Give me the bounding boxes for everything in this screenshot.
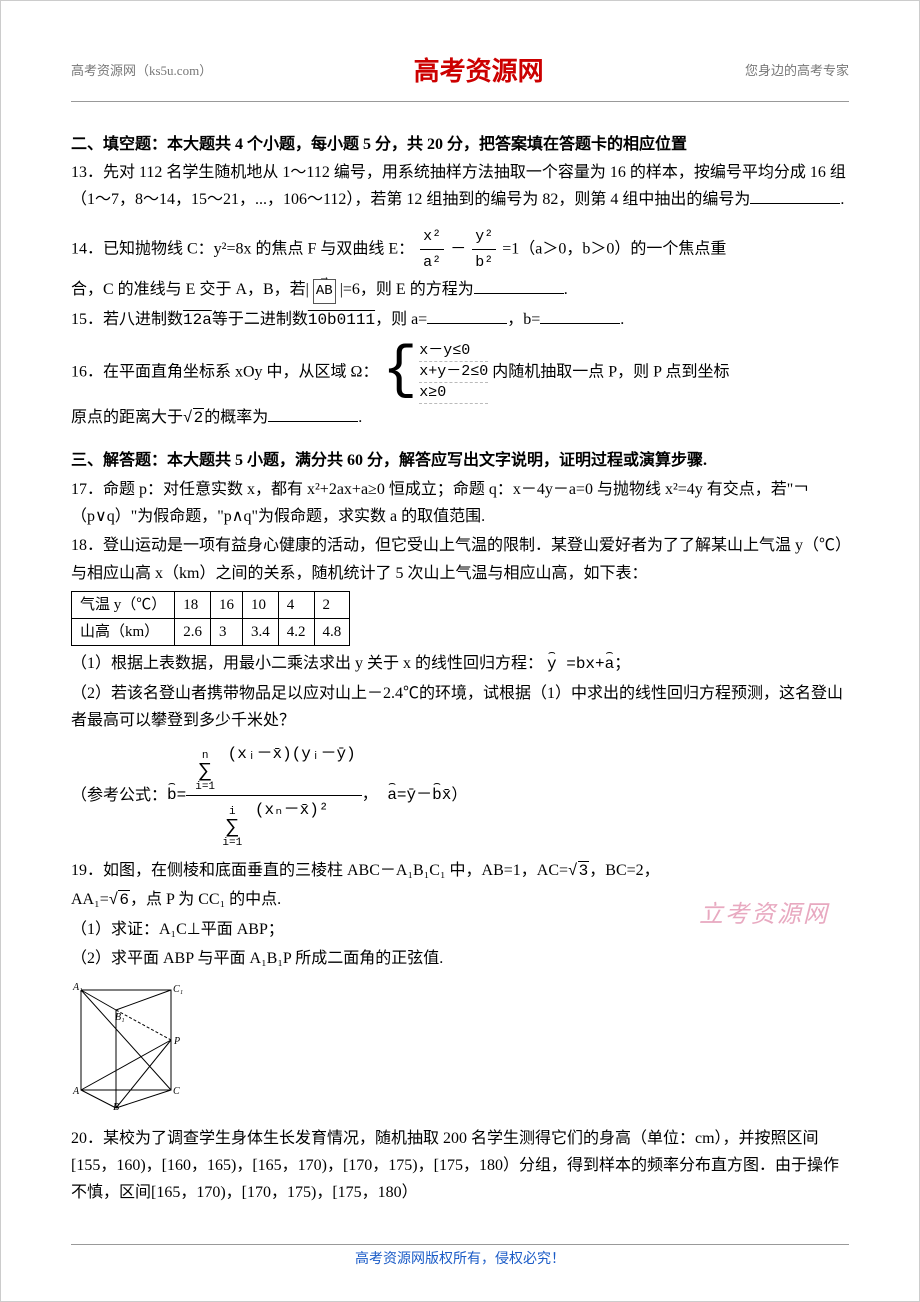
section2-title: 二、填空题：本大题共 4 个小题，每小题 5 分，共 20 分，把答案填在答题卡…	[71, 132, 849, 158]
q16-line3: x≥0	[419, 383, 488, 404]
q16-blank	[268, 405, 358, 423]
q15-a: 15．若八进制数	[71, 311, 183, 328]
q19-part2: （2）求平面 ABP 与平面 A₁B₁P 所成二面角的正弦值.	[71, 945, 849, 972]
q16-d: 的概率为	[204, 409, 268, 426]
q15-b: 等于二进制数	[212, 311, 308, 328]
sigma-icon: i∑i=1	[222, 807, 242, 849]
page-footer: 高考资源网版权所有，侵权必究！	[71, 1244, 849, 1271]
q15-blank-a	[427, 307, 507, 325]
q16-system: { x－y≤0 x+y－2≤0 x≥0	[382, 341, 488, 405]
section3-title: 三、解答题：本大题共 5 小题，满分共 60 分，解答应写出文字说明，证明过程或…	[71, 448, 849, 474]
svg-text:B₁: B₁	[115, 1012, 125, 1023]
q16-line1: x－y≤0	[419, 341, 488, 362]
question-15: 15．若八进制数12a等于二进制数10b0111，则 a=，b=.	[71, 306, 849, 334]
svg-text:A₁: A₁	[72, 982, 83, 993]
svg-text:C₁: C₁	[173, 984, 183, 995]
question-14: 14．已知抛物线 C：y²=8x 的焦点 F 与双曲线 E： x²a² － y²…	[71, 224, 849, 305]
sqrt6-icon: 6	[109, 887, 130, 914]
header-left: 高考资源网（ks5u.com）	[71, 61, 212, 82]
question-18-intro: 18．登山运动是一项有益身心健康的活动，但它受山上气温的限制．某登山爱好者为了了…	[71, 532, 849, 586]
prism-figure: A₁ C₁ B₁ P A C B	[71, 980, 191, 1110]
q16-a: 16．在平面直角坐标系 xOy 中，从区域 Ω：	[71, 363, 378, 380]
watermark: 立考资源网	[699, 896, 829, 934]
q16-c: 原点的距离大于	[71, 409, 183, 426]
q14-frac2: y²b²	[472, 224, 496, 276]
q15-bin: 10b0111	[308, 311, 375, 329]
q14-c: 合，C 的准线与 E 交于 A，B，若|	[71, 281, 309, 298]
yhat-icon: y	[547, 651, 557, 678]
bhat-icon: b	[167, 783, 177, 809]
page-container: 高考资源网（ks5u.com） 高考资源网 您身边的高考专家 二、填空题：本大题…	[0, 0, 920, 1302]
question-16: 16．在平面直角坐标系 xOy 中，从区域 Ω： { x－y≤0 x+y－2≤0…	[71, 341, 849, 433]
table-row: 气温 y（℃） 18 16 10 4 2	[72, 591, 350, 618]
q18-table: 气温 y（℃） 18 16 10 4 2 山高（km） 2.6 3 3.4 4.…	[71, 591, 350, 646]
q14-frac1: x²a²	[420, 224, 444, 276]
q14-d: |=6，则 E 的方程为	[340, 281, 474, 298]
svg-text:A: A	[72, 1086, 80, 1097]
q15-c: ，则 a=	[375, 311, 427, 328]
q18-part2: （2）若该名登山者携带物品足以应对山上－2.4℃的环境，试根据（1）中求出的线性…	[71, 680, 849, 734]
svg-text:C: C	[173, 1086, 180, 1097]
q14-blank	[474, 276, 564, 294]
vector-ab: AB	[313, 279, 336, 305]
q15-blank-b	[540, 307, 620, 325]
q15-d: ，b=	[507, 311, 540, 328]
q14-a: 14．已知抛物线 C：y²=8x 的焦点 F 与双曲线 E：	[71, 240, 414, 257]
ahat-icon: a	[605, 651, 615, 678]
question-13: 13．先对 112 名学生随机地从 1～112 编号，用系统抽样方法抽取一个容量…	[71, 159, 849, 213]
header-center-logo: 高考资源网	[414, 51, 544, 93]
question-20: 20．某校为了调查学生身体生长发育情况，随机抽取 200 名学生测得它们的身高（…	[71, 1125, 849, 1207]
page-header: 高考资源网（ks5u.com） 高考资源网 您身边的高考专家	[71, 51, 849, 102]
q13-blank	[750, 187, 840, 205]
q14-b: =1（a＞0，b＞0）的一个焦点重	[502, 240, 726, 257]
svg-text:P: P	[173, 1036, 180, 1047]
svg-text:B: B	[113, 1102, 119, 1110]
header-right: 您身边的高考专家	[745, 61, 849, 82]
q18-big-fraction: n∑i=1 (xᵢ－x̄)(yᵢ－ȳ) i∑i=1 (xₙ－x̄)²	[186, 740, 361, 851]
q18-part1: （1）根据上表数据，用最小二乘法求出 y 关于 x 的线性回归方程： y =bx…	[71, 650, 849, 678]
sqrt3-icon: 3	[568, 858, 589, 885]
q16-line2: x+y－2≤0	[419, 362, 488, 383]
q16-b: 内随机抽取一点 P，则 P 点到坐标	[492, 363, 729, 380]
q16-sqrt2: 2	[183, 405, 204, 432]
sigma-icon: n∑i=1	[195, 751, 215, 793]
q15-oct: 12a	[183, 311, 212, 329]
table-row: 山高（km） 2.6 3 3.4 4.2 4.8	[72, 618, 350, 645]
q18-formula: （参考公式： b = n∑i=1 (xᵢ－x̄)(yᵢ－ȳ) i∑i=1 (xₙ…	[71, 740, 849, 851]
bhat-icon: b	[432, 783, 442, 809]
q13-text: 13．先对 112 名学生随机地从 1～112 编号，用系统抽样方法抽取一个容量…	[71, 164, 846, 208]
question-17: 17．命题 p：对任意实数 x，都有 x²+2ax+a≥0 恒成立；命题 q：x…	[71, 476, 849, 530]
ahat-icon: a	[387, 783, 397, 809]
